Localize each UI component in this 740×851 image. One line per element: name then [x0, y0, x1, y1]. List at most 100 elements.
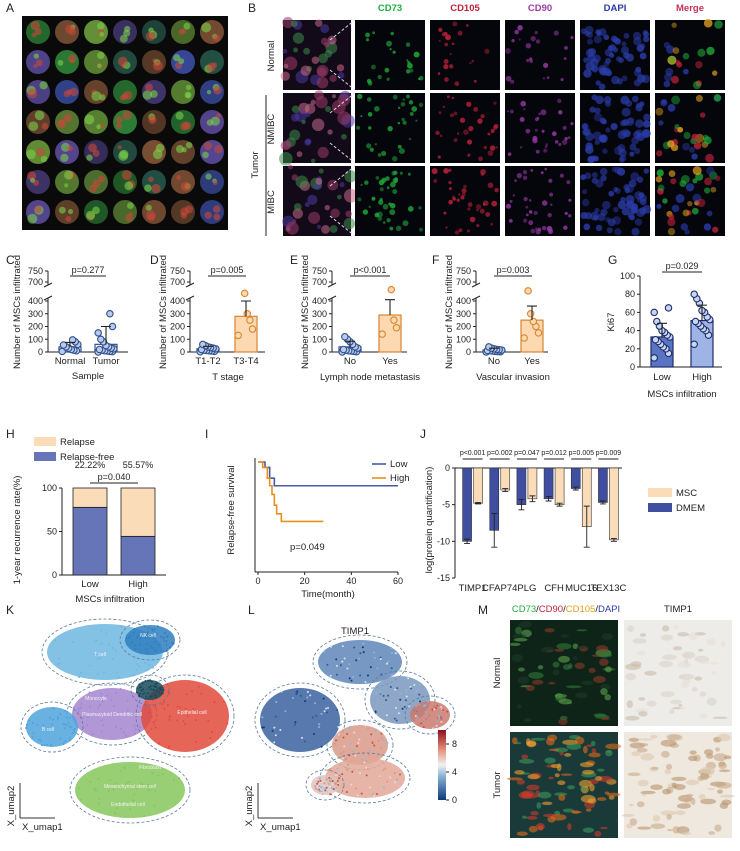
- cell-dot: [154, 706, 157, 709]
- y-axis-label: Number of MSCs infiltrated: [12, 255, 23, 369]
- cell-dot: [226, 722, 229, 725]
- tma-spot: [58, 119, 65, 127]
- if-signal: [666, 45, 675, 54]
- if-signal: [451, 96, 455, 100]
- cell-dot: [394, 706, 397, 709]
- if-signal: [594, 207, 600, 214]
- tissue-feature: [558, 794, 566, 801]
- bar: [543, 467, 554, 500]
- tissue-feature: [574, 736, 585, 745]
- data-point: [690, 290, 698, 298]
- tissue-feature: [548, 776, 554, 780]
- if-signal: [390, 31, 395, 36]
- if-signal: [582, 128, 590, 136]
- cell-dot: [89, 705, 92, 708]
- tissue-spot: [345, 210, 352, 218]
- if-signal: [621, 207, 630, 216]
- if-signal: [386, 40, 392, 47]
- cell-dot: [40, 744, 43, 747]
- if-signal: [374, 143, 377, 146]
- y-tick-label: 40: [625, 326, 635, 336]
- cell-dot: [440, 720, 443, 723]
- if-signal: [621, 75, 628, 82]
- if-signal: [458, 193, 461, 196]
- if-signal: [697, 48, 706, 57]
- y-tick-label: 100: [28, 334, 43, 344]
- cell-dot: [311, 779, 314, 782]
- cell-dot: [309, 694, 312, 697]
- y-tick-label: 400: [28, 296, 43, 306]
- tissue-feature: [547, 815, 556, 823]
- tissue-feature: [556, 643, 572, 650]
- cell-dot: [357, 742, 360, 745]
- cell-dot: [329, 767, 332, 770]
- cell-dot: [100, 629, 103, 632]
- if-signal: [528, 220, 534, 226]
- cell-dot: [115, 692, 118, 695]
- cell-dot: [274, 734, 277, 737]
- if-signal: [467, 202, 473, 207]
- cell-dot: [363, 761, 366, 764]
- cell-dot: [405, 695, 408, 698]
- if-signal: [534, 128, 538, 132]
- cell-dot: [273, 726, 276, 729]
- tma-spot: [99, 31, 105, 37]
- y-tick-label: 300: [170, 309, 185, 319]
- cell-dot: [123, 765, 126, 768]
- tissue-feature: [580, 794, 596, 803]
- cell-dot: [359, 674, 362, 677]
- cell-dot: [76, 726, 79, 729]
- tma-spot: [96, 22, 105, 30]
- if-signal: [643, 168, 650, 174]
- tissue-feature: [535, 823, 545, 831]
- tissue-feature: [532, 679, 544, 685]
- tissue-spot: [283, 63, 289, 69]
- if-signal: [629, 214, 635, 221]
- cell-dot: [99, 657, 102, 660]
- if-signal: [525, 58, 530, 63]
- legend-label: Relapse-free: [60, 452, 114, 463]
- cell-dot: [100, 730, 103, 733]
- value-label: 55.57%: [123, 460, 154, 470]
- cell-dot: [79, 671, 82, 674]
- cluster-outline: [404, 695, 456, 735]
- cell-dot: [115, 782, 118, 785]
- if-signal: [437, 155, 441, 159]
- cell-dot: [97, 777, 100, 780]
- cell-dot: [145, 695, 148, 698]
- tissue-feature: [624, 663, 641, 671]
- y-tick-label: 750: [28, 266, 43, 276]
- cell-dot: [395, 719, 398, 722]
- if-signal: [402, 98, 405, 101]
- cell-dot: [320, 712, 323, 715]
- cell-dot: [183, 723, 186, 726]
- tissue-feature: [677, 661, 692, 669]
- tma-spot: [119, 95, 126, 101]
- cell-dot: [72, 706, 75, 709]
- cell-dot: [367, 727, 370, 730]
- if-signal: [405, 69, 411, 74]
- tissue-feature: [576, 629, 588, 632]
- cell-dot: [154, 649, 157, 652]
- tissue-feature: [506, 777, 523, 781]
- if-signal: [564, 45, 568, 50]
- cell-dot: [409, 685, 412, 688]
- cell-dot: [334, 782, 337, 785]
- cluster-label: Plasmacytoid Dendritic cell: [82, 712, 142, 718]
- cell-dot: [112, 788, 115, 791]
- tissue-feature: [719, 802, 729, 810]
- cell-dot: [348, 725, 351, 728]
- cell-dot: [422, 726, 425, 729]
- tma-spot: [30, 21, 40, 31]
- cell-dot: [153, 628, 156, 631]
- data-point: [248, 325, 257, 333]
- tissue-feature: [600, 716, 611, 721]
- if-signal: [413, 51, 420, 58]
- cluster-outline: [119, 619, 181, 661]
- if-signal: [519, 116, 525, 122]
- if-signal: [408, 137, 412, 141]
- tissue-feature: [601, 633, 614, 640]
- if-signal: [584, 212, 592, 220]
- tma-spot: [118, 151, 129, 161]
- tma-spot: [119, 34, 128, 43]
